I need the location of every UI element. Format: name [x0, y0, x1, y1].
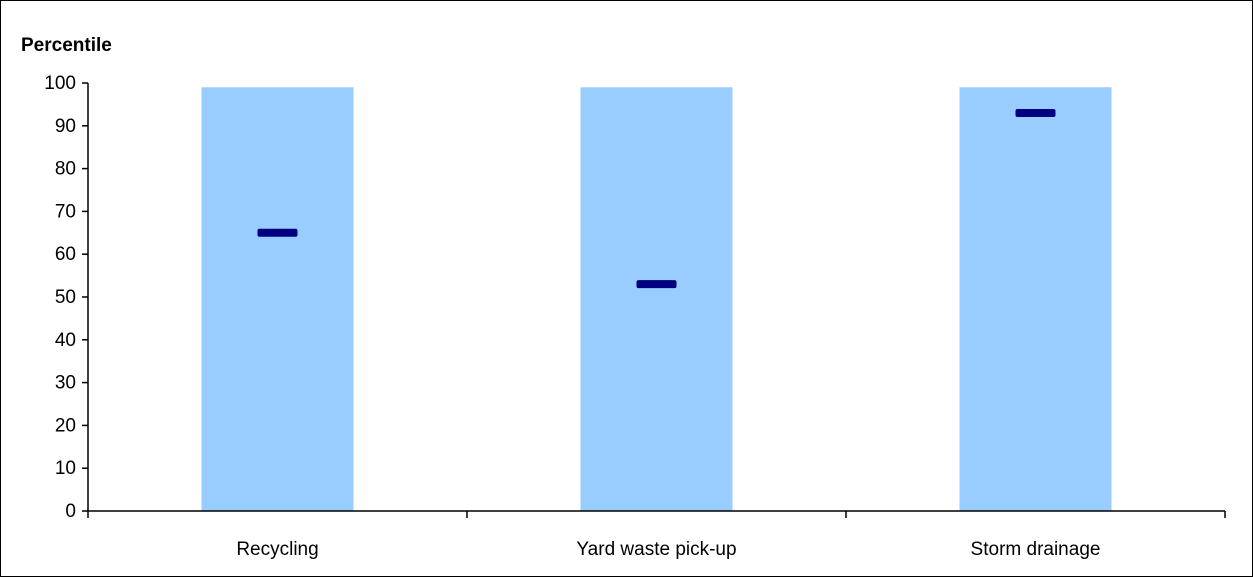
y-axis-title: Percentile: [21, 35, 112, 56]
x-tick-label: Yard waste pick-up: [576, 539, 736, 560]
y-tick-label: 90: [55, 116, 76, 137]
y-tick-label: 80: [55, 159, 76, 180]
range-bars: [201, 87, 1112, 511]
y-tick-label: 40: [55, 330, 76, 351]
percentile-marker: [257, 228, 298, 237]
x-ticks: Recycling Yard waste pick-up Storm drainag…: [87, 511, 1226, 560]
percentile-marker: [636, 280, 677, 289]
y-ticks: 0 10 20 30 40 50 60 70 80 90 100: [44, 73, 88, 522]
y-tick-label: 10: [55, 458, 76, 479]
range-bar: [959, 87, 1112, 511]
percentile-marker: [1015, 108, 1056, 117]
percentile-markers: [257, 108, 1056, 289]
y-tick-label: 20: [55, 415, 76, 436]
y-tick-label: 30: [55, 373, 76, 394]
x-tick-label: Recycling: [236, 539, 318, 560]
range-bar: [201, 87, 354, 511]
y-tick-label: 70: [55, 201, 76, 222]
range-bar: [580, 87, 733, 511]
y-tick-label: 60: [55, 244, 76, 265]
x-tick-label: Storm drainage: [971, 539, 1101, 560]
y-tick-label: 0: [65, 501, 76, 522]
y-tick-label: 50: [55, 287, 76, 308]
y-tick-label: 100: [44, 73, 76, 94]
